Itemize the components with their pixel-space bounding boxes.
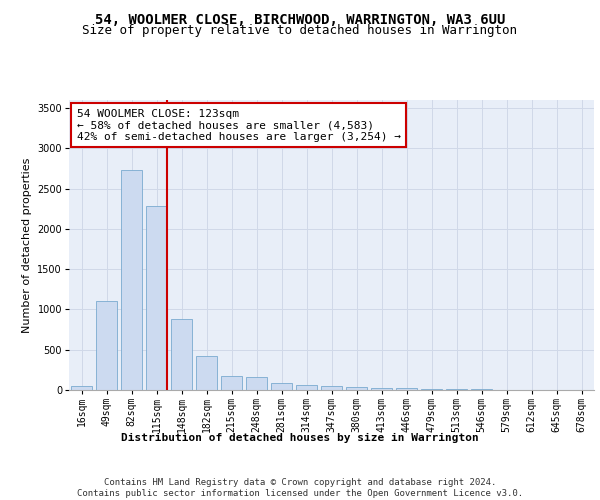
Text: 54 WOOLMER CLOSE: 123sqm
← 58% of detached houses are smaller (4,583)
42% of sem: 54 WOOLMER CLOSE: 123sqm ← 58% of detach… bbox=[77, 108, 401, 142]
Bar bbox=[271, 383, 292, 390]
Bar bbox=[321, 386, 342, 390]
Bar bbox=[121, 170, 142, 390]
Bar bbox=[171, 319, 192, 390]
Bar bbox=[421, 389, 442, 390]
Bar bbox=[246, 376, 267, 390]
Text: 54, WOOLMER CLOSE, BIRCHWOOD, WARRINGTON, WA3 6UU: 54, WOOLMER CLOSE, BIRCHWOOD, WARRINGTON… bbox=[95, 12, 505, 26]
Bar bbox=[146, 206, 167, 390]
Bar bbox=[396, 388, 417, 390]
Y-axis label: Number of detached properties: Number of detached properties bbox=[22, 158, 32, 332]
Text: Size of property relative to detached houses in Warrington: Size of property relative to detached ho… bbox=[83, 24, 517, 37]
Text: Contains HM Land Registry data © Crown copyright and database right 2024.
Contai: Contains HM Land Registry data © Crown c… bbox=[77, 478, 523, 498]
Bar bbox=[196, 356, 217, 390]
Bar bbox=[96, 302, 117, 390]
Bar bbox=[71, 386, 92, 390]
Bar bbox=[296, 385, 317, 390]
Text: Distribution of detached houses by size in Warrington: Distribution of detached houses by size … bbox=[121, 432, 479, 442]
Bar bbox=[446, 389, 467, 390]
Bar bbox=[371, 388, 392, 390]
Bar bbox=[221, 376, 242, 390]
Bar bbox=[346, 387, 367, 390]
